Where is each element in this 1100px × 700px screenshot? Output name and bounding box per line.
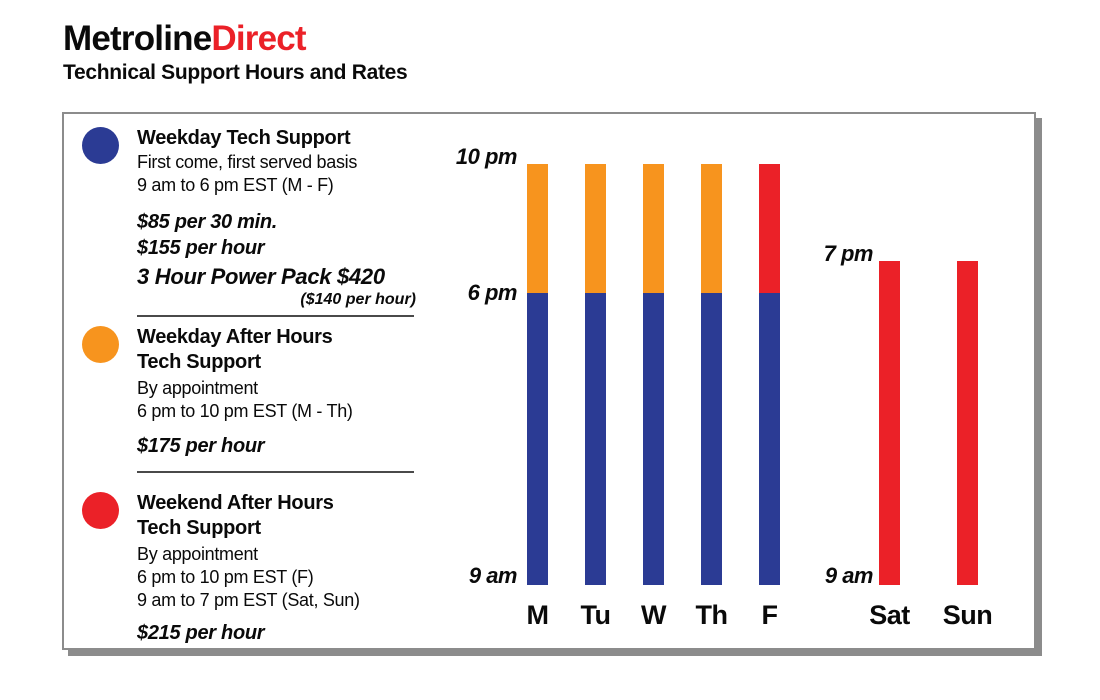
legend-title-weekend-after-hours: Weekend After Hours xyxy=(137,492,334,514)
bar-segment-M-weekday_after_hours xyxy=(527,163,548,294)
legend-item-weekday-after-hours: Weekday After Hours Tech Support By appo… xyxy=(82,325,416,459)
legend-body: By appointment 6 pm to 10 pm EST (M - Th… xyxy=(137,377,416,423)
bar-segment-Tu-weekday_after_hours xyxy=(585,163,606,294)
y-axis-label-9am-weekend: 9 am xyxy=(824,563,874,588)
bar-segment-Sun-weekend_after_hours xyxy=(957,261,978,585)
x-axis-label-Th: Th xyxy=(695,600,729,630)
legend-body-line: 6 pm to 10 pm EST (F) xyxy=(137,567,314,587)
weekday-after-hours-color-dot xyxy=(82,326,119,363)
y-axis-label-6pm-weekday: 6 pm xyxy=(467,280,518,306)
bar-segment-W-weekday xyxy=(643,293,664,585)
header: MetrolineDirect Technical Support Hours … xyxy=(63,20,408,85)
legend-item-weekday: Weekday Tech Support First come, first s… xyxy=(82,126,416,309)
x-axis-label-M: M xyxy=(526,600,550,630)
x-axis-label-Tu: Tu xyxy=(580,600,611,630)
x-axis-label-Sun: Sun xyxy=(942,600,993,630)
bar-segment-Th-weekday xyxy=(701,293,722,585)
legend-body-line: 6 pm to 10 pm EST (M - Th) xyxy=(137,401,353,421)
brand-name-metroline: Metroline xyxy=(63,19,212,58)
legend-body-line: 9 am to 6 pm EST (M - F) xyxy=(137,175,334,195)
legend-item-text: Weekend After Hours Tech Support By appo… xyxy=(137,491,416,646)
legend-item-text: Weekday Tech Support First come, first s… xyxy=(137,126,416,309)
legend-divider xyxy=(137,471,414,473)
price-line: $175 per hour xyxy=(137,435,265,457)
bar-segment-Sat-weekend_after_hours xyxy=(879,261,900,585)
brand-name-direct: Direct xyxy=(211,19,306,58)
legend-body-line: By appointment xyxy=(137,378,258,398)
page-subtitle: Technical Support Hours and Rates xyxy=(63,61,408,84)
brand-logo: MetrolineDirect xyxy=(63,20,407,58)
content-panel: Weekday Tech Support First come, first s… xyxy=(62,112,1036,650)
y-axis-label-9am-weekday: 9 am xyxy=(468,563,518,588)
legend-title-weekend-after-hours-line2: Tech Support xyxy=(137,517,261,539)
power-pack-offer: 3 Hour Power Pack $420 xyxy=(137,264,385,289)
legend: Weekday Tech Support First come, first s… xyxy=(82,126,416,646)
legend-title-weekday: Weekday Tech Support xyxy=(137,127,351,149)
legend-item-weekend-after-hours: Weekend After Hours Tech Support By appo… xyxy=(82,491,416,646)
legend-body-line: By appointment xyxy=(137,544,258,564)
legend-body: First come, first served basis 9 am to 6… xyxy=(137,151,416,197)
power-pack-note: ($140 per hour) xyxy=(300,291,416,308)
x-axis-label-F: F xyxy=(761,600,779,630)
bar-segment-Th-weekday_after_hours xyxy=(701,163,722,294)
price-line: $215 per hour xyxy=(137,622,265,644)
legend-body: By appointment 6 pm to 10 pm EST (F) 9 a… xyxy=(137,543,416,612)
support-hours-chart: M Tu W Th F Sat Sun 10 pm 6 pm 9 am 7 pm 9 am xyxy=(64,114,1034,648)
y-axis-label-10pm-weekday: 10 pm xyxy=(455,143,518,169)
bar-segment-F-weekday xyxy=(759,293,780,585)
legend-title-weekday-after-hours-line2: Tech Support xyxy=(137,351,261,373)
bar-segment-F-weekend_after_hours xyxy=(759,163,780,294)
bar-segment-Tu-weekday xyxy=(585,293,606,585)
price-line: $155 per hour xyxy=(137,237,265,259)
weekday-color-dot xyxy=(82,127,119,164)
price-group: $85 per 30 min. $155 per hour xyxy=(137,209,416,261)
price-line: $85 per 30 min. xyxy=(137,211,278,233)
x-axis-label-W: W xyxy=(641,600,666,630)
bar-segment-M-weekday xyxy=(527,293,548,585)
legend-title-weekday-after-hours: Weekday After Hours xyxy=(137,326,333,348)
weekend-after-hours-color-dot xyxy=(82,492,119,529)
legend-body-line: First come, first served basis xyxy=(137,152,358,172)
x-axis-label-Sat: Sat xyxy=(869,600,910,630)
legend-body-line: 9 am to 7 pm EST (Sat, Sun) xyxy=(137,590,360,610)
legend-divider xyxy=(137,315,414,317)
bar-segment-W-weekday_after_hours xyxy=(643,163,664,294)
legend-item-text: Weekday After Hours Tech Support By appo… xyxy=(137,325,416,459)
y-axis-label-7pm-weekend: 7 pm xyxy=(823,241,874,266)
